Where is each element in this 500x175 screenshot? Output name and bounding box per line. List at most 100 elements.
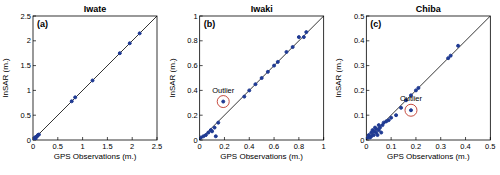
data-layer bbox=[33, 16, 157, 140]
point bbox=[302, 36, 305, 39]
y-tick bbox=[366, 40, 369, 41]
y-tick bbox=[33, 115, 36, 116]
point bbox=[248, 89, 251, 92]
y-tick-label: 0 bbox=[360, 136, 364, 145]
x-tick-label: 0.1 bbox=[386, 142, 396, 151]
point bbox=[409, 109, 412, 112]
identity-line bbox=[33, 16, 157, 140]
point bbox=[273, 64, 276, 67]
y-tick bbox=[200, 40, 203, 41]
point bbox=[417, 86, 420, 89]
x-tick bbox=[465, 137, 466, 140]
point bbox=[217, 121, 220, 124]
x-tick-label: 0.5 bbox=[53, 142, 63, 151]
figure: Iwate00.511.522.500.511.522.5GPS Observa… bbox=[0, 0, 500, 175]
y-tick bbox=[200, 65, 203, 66]
panel-label: (a) bbox=[37, 19, 48, 29]
y-axis-label: InSAR (m.) bbox=[334, 58, 343, 98]
x-tick bbox=[249, 137, 250, 140]
y-tick-label: 0.2 bbox=[187, 111, 197, 120]
point bbox=[260, 77, 263, 80]
identity-line bbox=[366, 16, 490, 140]
y-tick bbox=[33, 40, 36, 41]
panel-label: (c) bbox=[370, 19, 381, 29]
point bbox=[213, 126, 216, 129]
x-tick bbox=[157, 137, 158, 140]
x-tick-label: 0.4 bbox=[460, 142, 470, 151]
y-tick-label: 0.4 bbox=[354, 36, 364, 45]
y-tick-label: 0.4 bbox=[187, 86, 197, 95]
y-tick-label: 0.2 bbox=[354, 86, 364, 95]
x-tick-label: 0 bbox=[198, 142, 202, 151]
plot-frame bbox=[200, 16, 324, 140]
y-tick bbox=[366, 65, 369, 66]
x-tick bbox=[274, 137, 275, 140]
x-tick-label: 0 bbox=[364, 142, 368, 151]
x-tick-label: 0 bbox=[31, 142, 35, 151]
point bbox=[118, 52, 121, 55]
plot-frame bbox=[33, 16, 157, 140]
outlier-ring bbox=[405, 104, 417, 116]
annotation: Outlier bbox=[400, 94, 423, 103]
point bbox=[254, 83, 257, 86]
y-tick bbox=[200, 115, 203, 116]
x-tick bbox=[440, 137, 441, 140]
y-tick-label: 1 bbox=[27, 86, 31, 95]
y-tick bbox=[366, 16, 369, 17]
x-tick-label: 0.3 bbox=[436, 142, 446, 151]
x-axis-label: GPS Observations (m.) bbox=[220, 152, 303, 161]
data-layer bbox=[366, 16, 490, 140]
point bbox=[138, 32, 141, 35]
x-tick-label: 0.2 bbox=[219, 142, 229, 151]
y-tick bbox=[366, 90, 369, 91]
point bbox=[372, 134, 375, 137]
point bbox=[243, 95, 246, 98]
point bbox=[449, 54, 452, 57]
x-tick bbox=[298, 137, 299, 140]
x-tick-label: 0.8 bbox=[294, 142, 304, 151]
point bbox=[447, 57, 450, 60]
x-tick-label: 0.6 bbox=[269, 142, 279, 151]
point bbox=[457, 44, 460, 47]
point bbox=[36, 134, 39, 137]
point bbox=[305, 31, 308, 34]
x-tick-label: 1 bbox=[81, 142, 85, 151]
y-tick bbox=[200, 16, 203, 17]
y-tick bbox=[33, 65, 36, 66]
y-tick-label: 2 bbox=[27, 36, 31, 45]
x-tick-label: 1.5 bbox=[102, 142, 112, 151]
point bbox=[380, 131, 383, 134]
point bbox=[276, 60, 279, 63]
x-axis-label: GPS Observations (m.) bbox=[387, 152, 470, 161]
point bbox=[128, 42, 131, 45]
x-tick bbox=[132, 137, 133, 140]
y-tick-label: 0 bbox=[27, 136, 31, 145]
y-tick bbox=[33, 90, 36, 91]
point bbox=[376, 134, 379, 137]
point bbox=[74, 96, 77, 99]
y-tick-label: 2.5 bbox=[21, 12, 31, 21]
x-tick-label: 1 bbox=[322, 142, 326, 151]
x-axis-label: GPS Observations (m.) bbox=[54, 152, 137, 161]
panel-label: (b) bbox=[204, 19, 216, 29]
y-tick-label: 1.5 bbox=[21, 61, 31, 70]
x-tick-label: 0.5 bbox=[485, 142, 495, 151]
plot-frame bbox=[366, 16, 490, 140]
point bbox=[387, 119, 390, 122]
data-layer bbox=[200, 16, 324, 140]
y-tick-label: 0.1 bbox=[354, 111, 364, 120]
point bbox=[207, 131, 210, 134]
x-tick-label: 0.4 bbox=[244, 142, 254, 151]
x-tick bbox=[107, 137, 108, 140]
x-tick-label: 2 bbox=[130, 142, 134, 151]
point bbox=[297, 36, 300, 39]
x-tick bbox=[57, 137, 58, 140]
y-tick-label: 0.8 bbox=[187, 36, 197, 45]
point bbox=[214, 135, 217, 138]
y-axis-label: InSAR (m.) bbox=[168, 58, 177, 98]
x-tick bbox=[82, 137, 83, 140]
y-tick-label: 1 bbox=[193, 12, 197, 21]
y-tick-label: 0.3 bbox=[354, 61, 364, 70]
point bbox=[390, 116, 393, 119]
title: Iwate bbox=[84, 4, 107, 14]
